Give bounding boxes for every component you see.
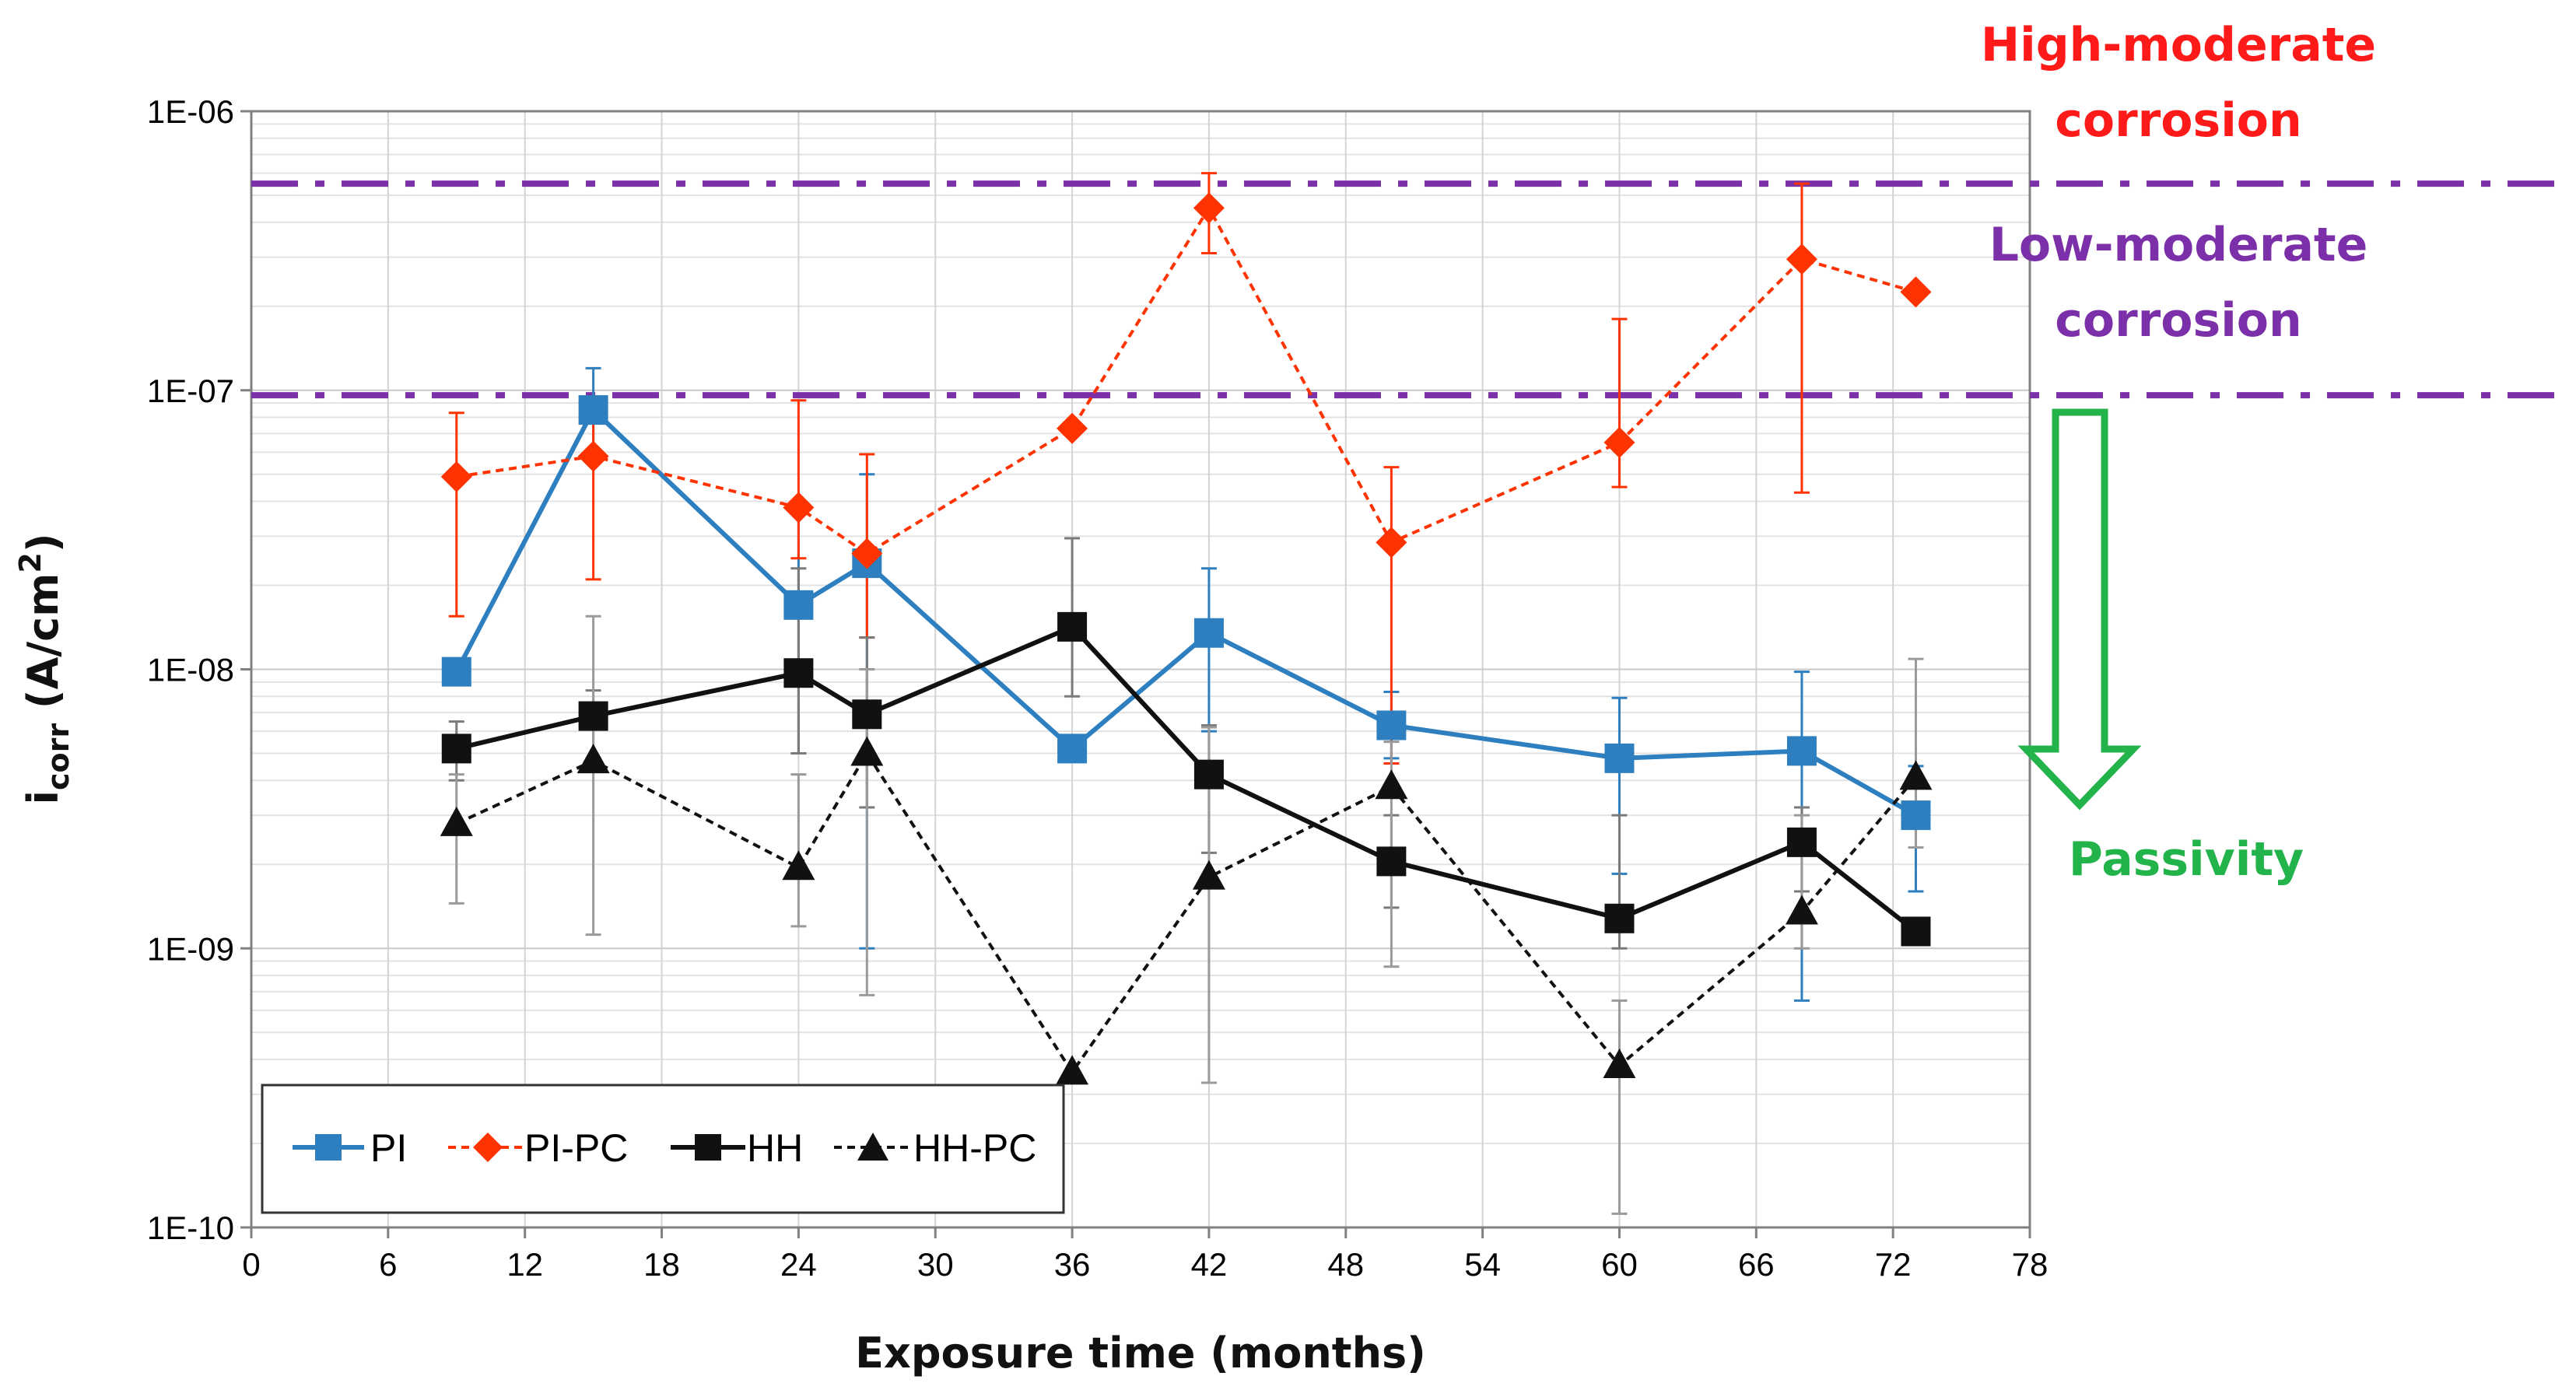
marker-pi (1193, 618, 1224, 648)
legend: PI PI-PC HH HH-PC (261, 1084, 1065, 1214)
x-tick-label-6: 6 (379, 1246, 397, 1283)
marker-hh-pc (850, 736, 884, 766)
y-axis-title-subscript: corr (41, 723, 75, 790)
series-line-pi (454, 406, 1917, 818)
high-moderate-label-line2: corrosion (2055, 93, 2301, 148)
legend-label-pi-pc: PI-PC (524, 1126, 628, 1170)
legend-label-hh-pc: HH-PC (913, 1126, 1036, 1170)
high-moderate-label: High-moderate (1981, 18, 2376, 72)
marker-pi-pc (577, 440, 609, 472)
y-tick-label-1E-10: 1E-10 (147, 1210, 234, 1246)
legend-marker-hh-pc (857, 1133, 888, 1161)
marker-pi-pc (440, 460, 472, 492)
x-axis-ticks: 0 6 12 18 24 30 36 42 48 54 60 66 72 78 (242, 1227, 2048, 1283)
marker-hh (441, 734, 471, 764)
marker-hh (1193, 759, 1224, 790)
legend-label-hh: HH (747, 1126, 803, 1170)
marker-pi-pc (1603, 426, 1635, 458)
marker-pi-pc (851, 537, 883, 569)
y-axis-title-suffix: ) (19, 533, 68, 552)
y-tick-label-1E-06: 1E-06 (147, 93, 234, 130)
marker-pi-pc (783, 492, 815, 523)
series-line-pi-pc (456, 205, 1917, 555)
marker-pi (1901, 800, 1931, 831)
marker-hh-pc (1056, 1055, 1089, 1085)
x-tick-label-72: 72 (1875, 1246, 1912, 1283)
series-markers (440, 192, 1933, 1085)
marker-hh (1901, 916, 1931, 947)
legend-item-pi: PI (293, 1126, 407, 1170)
y-axis-ticks: 1E-10 1E-09 1E-08 1E-07 1E-06 (147, 93, 251, 1246)
marker-hh-pc (577, 744, 610, 774)
marker-pi-pc (1786, 243, 1817, 275)
marker-pi-pc (1376, 527, 1407, 558)
marker-pi (1786, 736, 1817, 766)
low-moderate-label: Low-moderate (1989, 218, 2368, 272)
marker-hh-pc (1375, 769, 1408, 800)
marker-pi (1604, 743, 1635, 773)
y-axis-title: icorr (A/cm2) (13, 533, 75, 804)
marker-pi-pc (1057, 412, 1088, 444)
marker-pi-pc (1900, 276, 1932, 308)
x-tick-label-18: 18 (643, 1246, 680, 1283)
x-tick-label-54: 54 (1464, 1246, 1501, 1283)
marker-hh-pc (1899, 760, 1933, 790)
x-tick-label-24: 24 (780, 1246, 817, 1283)
y-tick-label-1E-07: 1E-07 (147, 373, 234, 409)
marker-hh (578, 701, 608, 731)
legend-box (261, 1084, 1065, 1214)
x-axis-title: Exposure time (months) (855, 1329, 1426, 1378)
legend-marker-pi-pc (473, 1133, 503, 1162)
x-tick-label-60: 60 (1601, 1246, 1638, 1283)
marker-hh-pc (1192, 860, 1225, 890)
x-tick-label-78: 78 (2012, 1246, 2049, 1283)
legend-item-hh: HH (671, 1126, 803, 1170)
marker-hh-pc (1603, 1049, 1636, 1079)
marker-pi (1376, 710, 1407, 741)
marker-hh-pc (1785, 895, 1818, 925)
y-tick-label-1E-08: 1E-08 (147, 652, 234, 688)
marker-hh (852, 699, 882, 730)
marker-pi (783, 590, 814, 620)
zone-annotations: High-moderate corrosion Low-moderate cor… (1981, 18, 2376, 887)
series-line-hh-pc (455, 750, 1918, 1075)
marker-pi (578, 395, 608, 425)
legend-marker-pi (315, 1134, 342, 1161)
x-tick-label-30: 30 (917, 1246, 954, 1283)
marker-pi (441, 656, 471, 687)
legend-label-pi: PI (370, 1126, 407, 1170)
x-tick-label-0: 0 (242, 1246, 260, 1283)
y-axis-title-prefix: (A/cm (19, 573, 68, 723)
x-tick-label-36: 36 (1054, 1246, 1091, 1283)
passivity-arrow-icon (2017, 408, 2142, 811)
x-tick-label-12: 12 (506, 1246, 543, 1283)
y-axis-title-main: i (19, 790, 68, 805)
x-tick-label-66: 66 (1738, 1246, 1775, 1283)
marker-hh (1786, 827, 1817, 857)
x-tick-label-48: 48 (1327, 1246, 1364, 1283)
minor-gridlines (251, 123, 2030, 1145)
y-axis-title-superscript: 2 (13, 552, 47, 572)
series-lines (454, 205, 1918, 1075)
passivity-label: Passivity (2069, 832, 2304, 887)
low-moderate-label-line2: corrosion (2055, 293, 2301, 348)
legend-item-pi-pc: PI-PC (448, 1126, 628, 1170)
legend-item-hh-pc: HH-PC (834, 1126, 1036, 1170)
legend-marker-hh (695, 1134, 721, 1161)
marker-pi (1057, 734, 1088, 764)
y-tick-label-1E-09: 1E-09 (147, 930, 234, 967)
threshold-lines (251, 180, 2560, 399)
series-line-hh (456, 624, 1918, 933)
marker-hh (1376, 846, 1407, 877)
x-tick-label-42: 42 (1191, 1246, 1228, 1283)
marker-hh (1057, 611, 1088, 642)
marker-pi-pc (1193, 192, 1225, 224)
marker-hh-pc (440, 806, 473, 836)
marker-hh (783, 658, 814, 688)
marker-hh-pc (782, 850, 815, 881)
marker-hh (1604, 903, 1635, 933)
